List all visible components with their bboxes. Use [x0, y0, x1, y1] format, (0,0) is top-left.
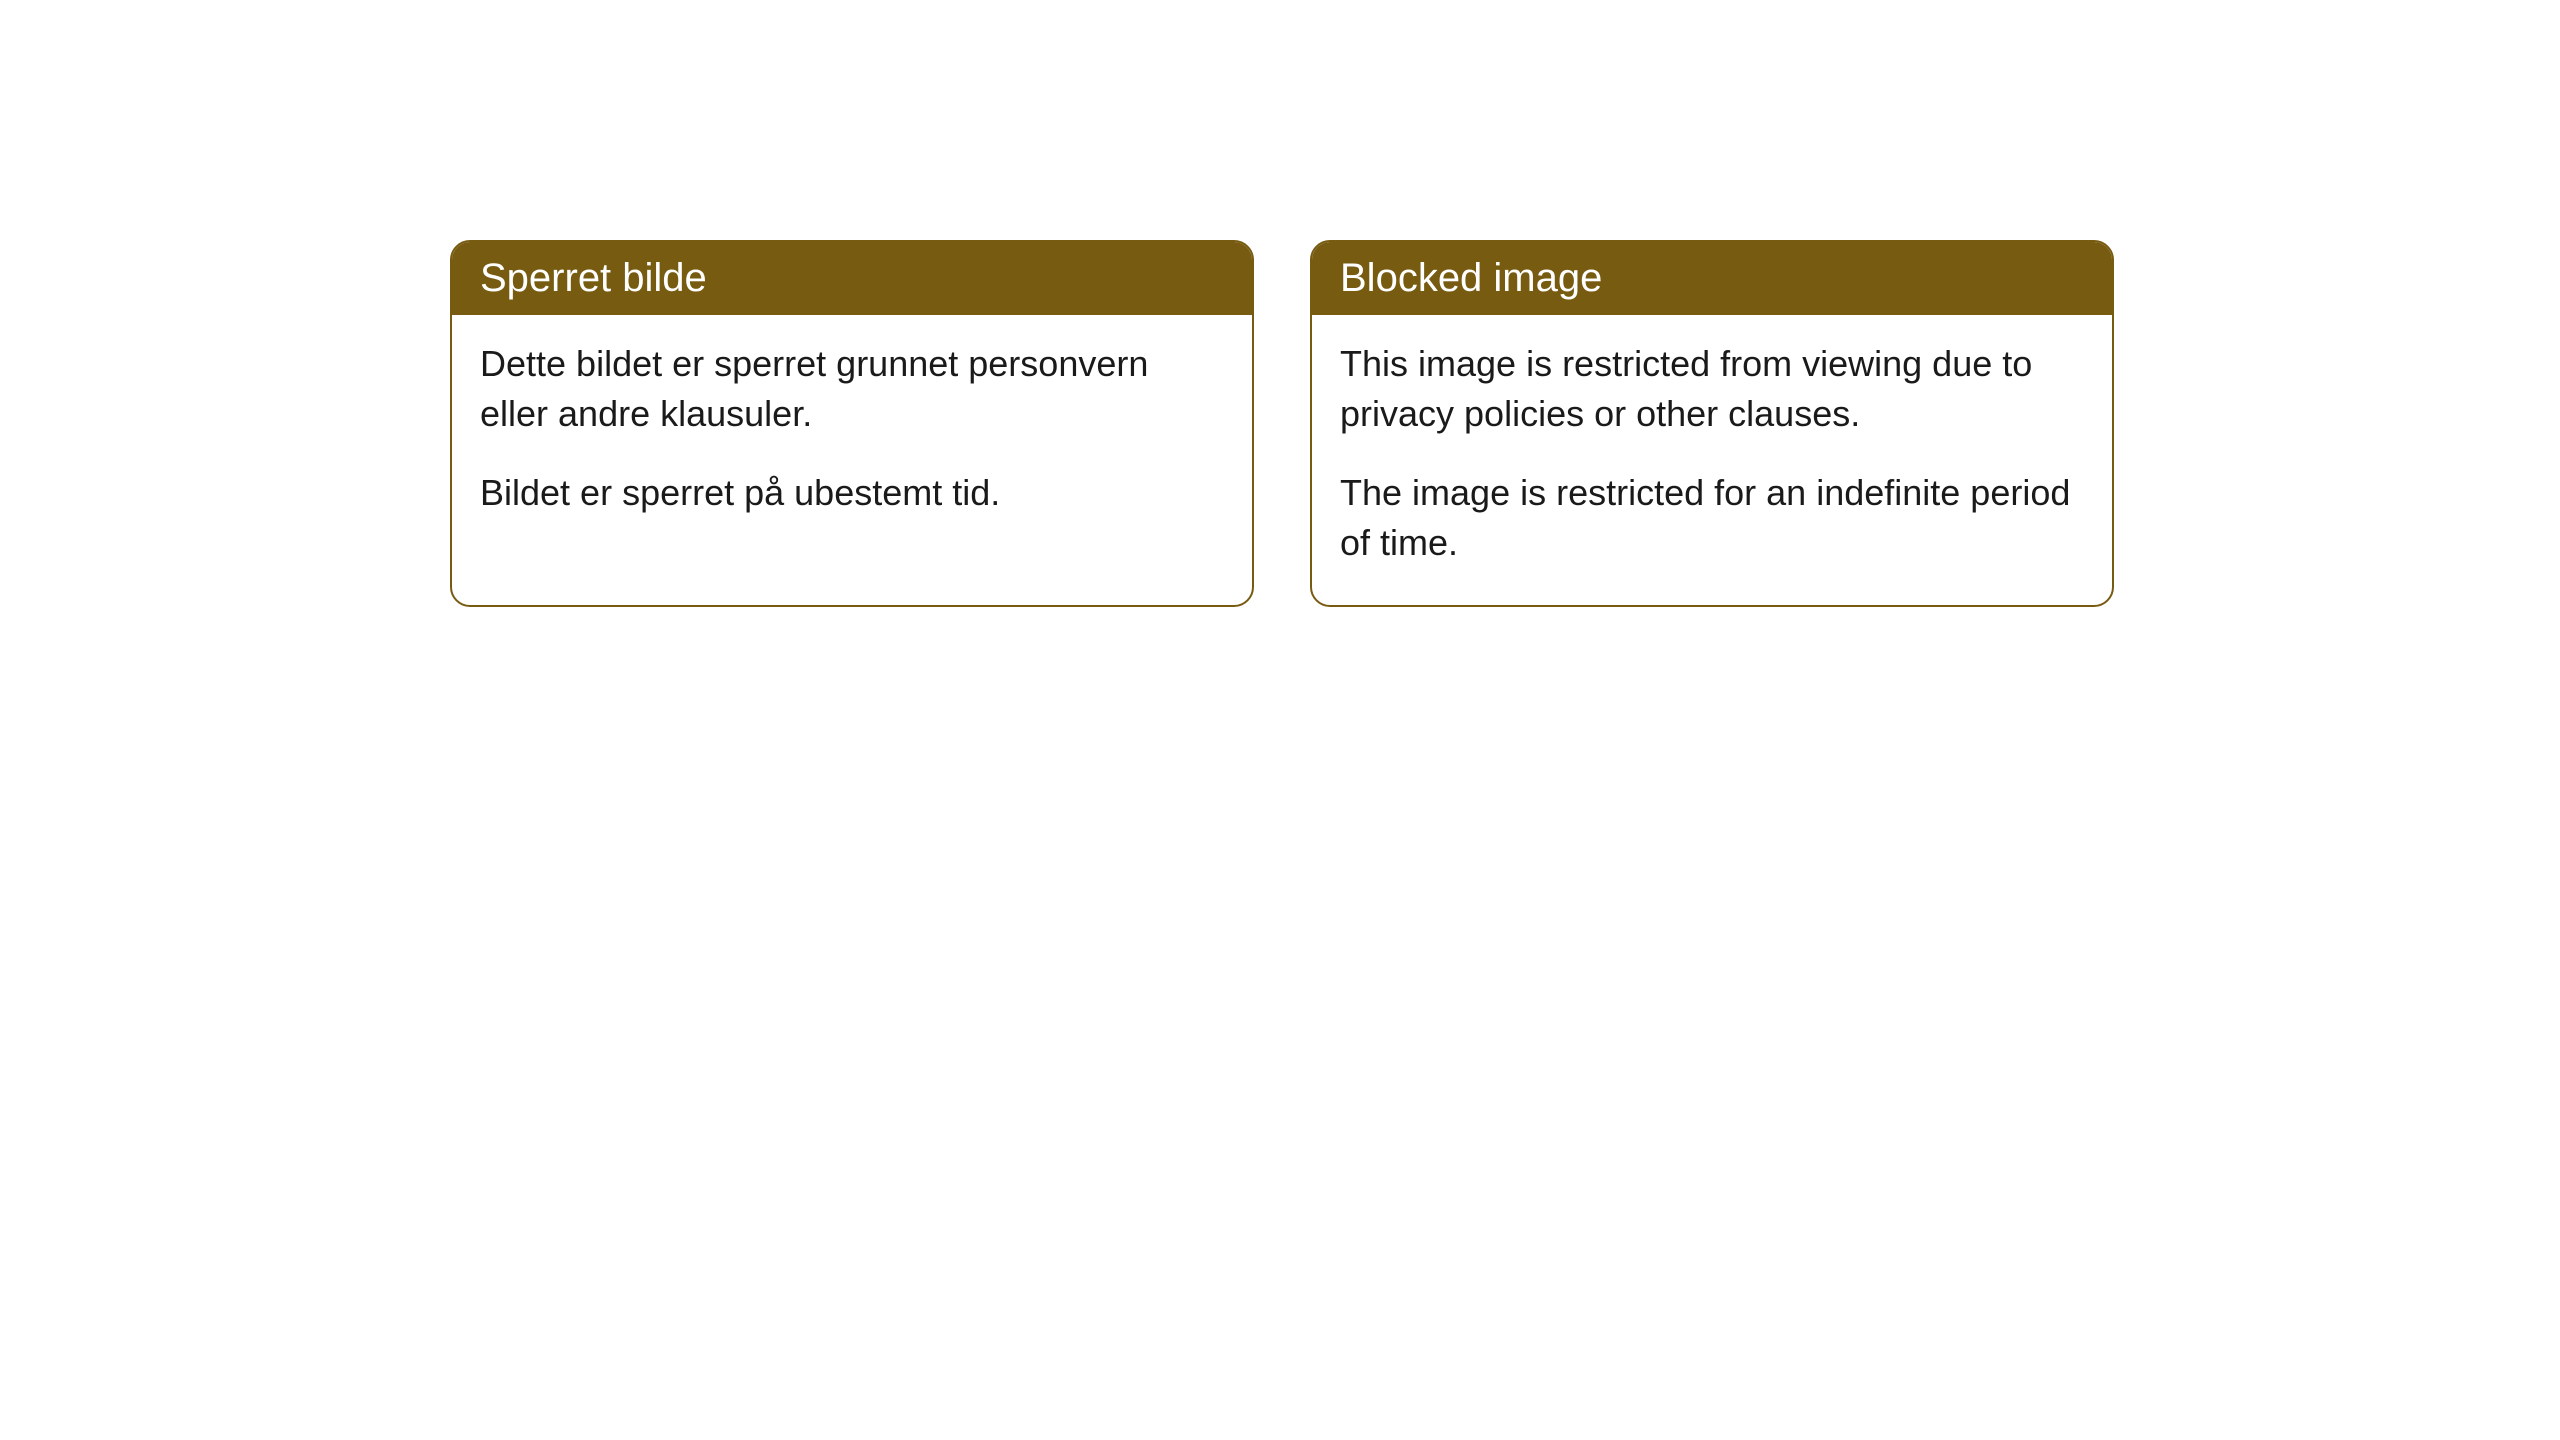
card-title-norwegian: Sperret bilde [480, 256, 707, 300]
card-paragraph-2-norwegian: Bildet er sperret på ubestemt tid. [480, 468, 1224, 518]
card-body-english: This image is restricted from viewing du… [1312, 315, 2112, 605]
cards-container: Sperret bilde Dette bildet er sperret gr… [450, 240, 2560, 607]
blocked-image-card-english: Blocked image This image is restricted f… [1310, 240, 2114, 607]
blocked-image-card-norwegian: Sperret bilde Dette bildet er sperret gr… [450, 240, 1254, 607]
card-paragraph-1-english: This image is restricted from viewing du… [1340, 339, 2084, 440]
card-header-norwegian: Sperret bilde [452, 242, 1252, 315]
card-body-norwegian: Dette bildet er sperret grunnet personve… [452, 315, 1252, 554]
card-paragraph-1-norwegian: Dette bildet er sperret grunnet personve… [480, 339, 1224, 440]
card-header-english: Blocked image [1312, 242, 2112, 315]
card-title-english: Blocked image [1340, 256, 1602, 300]
card-paragraph-2-english: The image is restricted for an indefinit… [1340, 468, 2084, 569]
